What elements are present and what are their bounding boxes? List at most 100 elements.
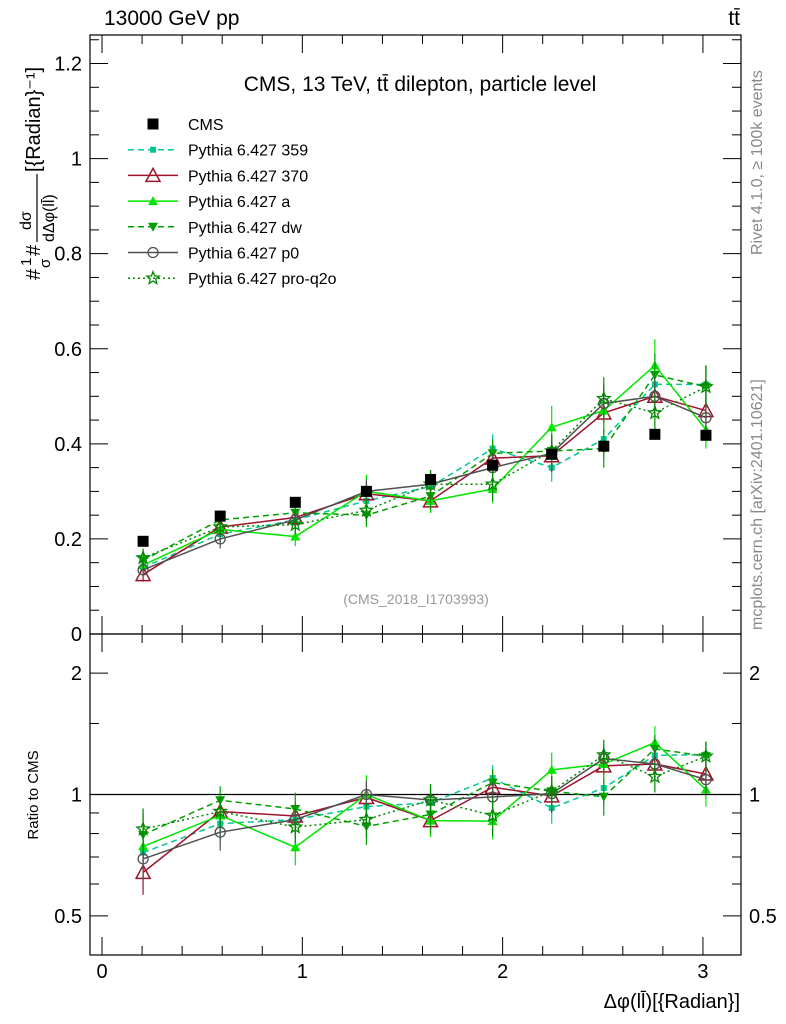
ratio-point (484, 807, 501, 823)
legend-item: Pythia 6.427 pro-q2o (128, 269, 337, 288)
series-line (142, 395, 707, 571)
data-point (135, 549, 152, 565)
legend-label: Pythia 6.427 a (188, 194, 290, 211)
ratio-point (360, 788, 373, 801)
legend-item: Pythia 6.427 p0 (128, 246, 299, 263)
ratio-point (290, 842, 301, 852)
ratio-line (142, 754, 707, 830)
cms-data-point (360, 485, 372, 497)
mcplots-label: mcplots.cern.ch [arXiv:2401.10621] (749, 379, 766, 630)
x-tick-label: 3 (697, 961, 708, 983)
ratio-point (287, 818, 304, 834)
analysis-id: (CMS_2018_I1703993) (343, 591, 489, 607)
y-tick-label: 0.8 (54, 244, 82, 266)
data-point (212, 518, 229, 534)
series-pythia-6-427-p0 (137, 377, 712, 577)
data-point (358, 502, 375, 518)
series-line (142, 374, 707, 561)
legend-item: Pythia 6.427 370 (128, 166, 308, 185)
rivet-label: Rivet 4.1.0, ≥ 100k events (749, 70, 766, 255)
ratio-point (646, 768, 663, 784)
ratio-point (649, 744, 660, 754)
legend-marker (148, 196, 158, 206)
series-line (142, 386, 707, 559)
ratio-y-label: Ratio to CMS (25, 750, 42, 839)
cms-data-point (137, 535, 149, 547)
ratio-point (700, 773, 712, 786)
y-tick-label: 0 (71, 624, 82, 646)
ylabel-prefix: # (23, 268, 45, 280)
ylabel-frac-num: 1 (18, 258, 35, 266)
series-pythia-6-427-a (138, 339, 711, 575)
legend-marker (145, 269, 161, 285)
ratio-point (212, 803, 229, 819)
data-point (484, 476, 501, 491)
ylabel-mid: # (23, 244, 45, 256)
legend-label: Pythia 6.427 359 (188, 143, 308, 160)
ratio-tick-label-right: 0.5 (749, 906, 777, 928)
ratio-tick-label-right: 2 (749, 663, 760, 685)
series-pythia-6-427-359 (140, 365, 709, 577)
legend-item: Pythia 6.427 a (128, 194, 290, 211)
ratio-point (358, 811, 375, 827)
ratio-line (142, 748, 707, 836)
cms-data-point (214, 510, 226, 522)
ratio-line (142, 757, 707, 860)
ratio-point (698, 748, 714, 763)
data-point (646, 404, 663, 420)
ratio-point (595, 746, 612, 762)
ratio-line (142, 741, 707, 849)
legend-label: CMS (188, 117, 224, 134)
series-pythia-6-427-dw-ratio (138, 734, 711, 859)
data-point (290, 531, 301, 541)
legend-marker (144, 166, 162, 183)
series-pythia-6-427-370 (134, 377, 715, 582)
y-tick-label: 1 (71, 149, 82, 171)
legend-label: Pythia 6.427 dw (188, 220, 302, 237)
series-cms (137, 428, 712, 547)
legend-label: Pythia 6.427 p0 (188, 246, 299, 263)
y-tick-label: 0.2 (54, 529, 82, 551)
cms-data-point (487, 459, 499, 471)
cms-data-point (546, 448, 558, 460)
ratio-tick-label-right: 1 (749, 785, 760, 807)
cms-data-point (649, 428, 661, 440)
legend-label: Pythia 6.427 pro-q2o (188, 271, 337, 288)
data-point (700, 412, 712, 424)
cms-data-point (425, 473, 437, 485)
data-point (649, 370, 660, 380)
x-tick-label: 2 (497, 961, 508, 983)
ratio-point (598, 792, 609, 802)
ratio-tick-label-left: 0.5 (54, 906, 82, 928)
legend-item: Pythia 6.427 dw (128, 220, 302, 237)
ylabel-den: dΔφ(ll̄) (40, 194, 58, 242)
data-point (698, 378, 714, 394)
ratio-point (135, 820, 152, 836)
ratio-line (142, 753, 706, 854)
ratio-tick-label-left: 2 (71, 663, 82, 685)
legend-item-cms: CMS (147, 117, 224, 134)
legend-item: Pythia 6.427 359 (128, 143, 308, 160)
series-line (142, 395, 707, 576)
cms-data-point (598, 440, 610, 452)
ratio-point (422, 791, 439, 807)
cms-data-point (700, 429, 712, 441)
legend-marker (150, 146, 156, 153)
x-tick-label: 0 (96, 961, 107, 983)
y-tick-label: 0.4 (54, 434, 82, 456)
legend-marker (147, 246, 159, 259)
data-point (287, 516, 304, 532)
ratio-point (546, 764, 557, 774)
cms-data-point (289, 496, 301, 508)
ratio-point (543, 783, 560, 798)
ylabel-unit: [{Radian}⁻¹] (23, 67, 45, 172)
header-right: tt̄ (728, 7, 740, 30)
chart-title: CMS, 13 TeV, tt̄ dilepton, particle leve… (244, 73, 597, 96)
series-line (142, 364, 707, 566)
y-tick-label: 0.6 (54, 339, 82, 361)
y-axis-label: # 1 σ # dσ dΔφ(ll̄) [{Radian}⁻¹] (18, 67, 58, 280)
legend-label: Pythia 6.427 370 (188, 168, 308, 185)
ratio-tick-label-left: 1 (71, 785, 82, 807)
x-axis-label: Δφ(ll̄)[{Radian}] (604, 990, 740, 1013)
data-point (546, 422, 557, 432)
